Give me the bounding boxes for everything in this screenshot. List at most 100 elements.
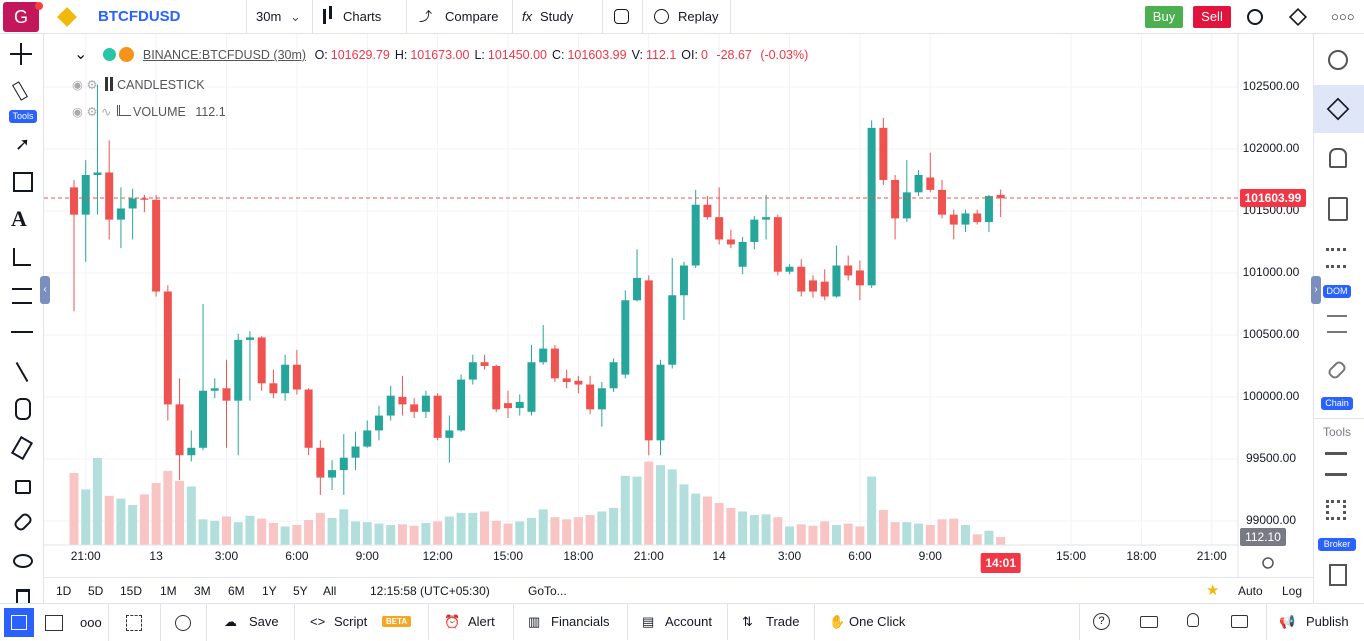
favorite-button[interactable]: ★ (1206, 582, 1220, 599)
trend-tool[interactable] (15, 361, 29, 383)
range-button[interactable]: 5Y (293, 584, 308, 598)
pencil-tool[interactable] (12, 81, 28, 101)
script-button[interactable]: Script (334, 614, 368, 629)
candle-body (691, 204, 700, 266)
collapse-legend[interactable]: ⌄ (74, 46, 88, 63)
layers-panel[interactable] (1314, 85, 1364, 133)
pattern-tool[interactable] (13, 248, 31, 266)
replay-button[interactable]: Replay (678, 9, 719, 24)
alerts-panel[interactable] (1329, 148, 1347, 168)
x-tick-label: 18:00 (1126, 549, 1156, 563)
financials-button[interactable]: Financials (551, 614, 610, 629)
auto-button[interactable]: Auto (1238, 584, 1263, 598)
trade-button[interactable]: Trade (766, 614, 800, 629)
range-button[interactable]: 1M (160, 584, 177, 598)
alert-button[interactable]: Alert (468, 614, 495, 629)
volume-bar (620, 475, 630, 545)
magnet-tool[interactable] (15, 398, 31, 420)
chain-badge[interactable]: Chain (1321, 397, 1353, 410)
buy-button[interactable]: Buy (1145, 6, 1183, 28)
crosshair-tool[interactable] (20, 43, 22, 65)
log-button[interactable]: Log (1282, 584, 1303, 598)
tool-panel[interactable] (1325, 452, 1347, 476)
fullscreen-button[interactable] (126, 615, 142, 631)
lock-tool[interactable] (15, 480, 31, 494)
fib-tool[interactable] (12, 288, 32, 304)
alert-icon: ⏰ (444, 614, 461, 629)
study-button[interactable]: Study (540, 9, 574, 24)
x-tick-label: 21:00 (634, 549, 664, 563)
layout-button[interactable] (4, 608, 34, 637)
candle-body (656, 364, 665, 441)
collapse-left[interactable]: ‹ (40, 276, 50, 304)
interval[interactable]: 30m (256, 9, 282, 24)
range-button[interactable]: All (323, 584, 337, 598)
volume-bar (656, 465, 665, 545)
volume-bar (421, 522, 431, 545)
x-tick-label: 3:00 (215, 549, 239, 563)
list-panel[interactable] (1327, 315, 1347, 333)
split-button[interactable] (45, 615, 63, 631)
candle-body (539, 348, 548, 363)
range-button[interactable]: 15D (120, 584, 143, 598)
broker-badge[interactable]: Broker (1318, 538, 1356, 551)
study-icons[interactable]: ◉ ⚙ ∿ (72, 105, 112, 119)
one-click-button[interactable]: One Click (849, 614, 906, 629)
link-tool[interactable] (12, 511, 34, 533)
report-panel[interactable] (1329, 564, 1347, 586)
settings-icon[interactable] (1262, 557, 1274, 569)
more-button[interactable]: ooo (80, 615, 102, 630)
range-button[interactable]: 1D (56, 584, 72, 598)
charts-button[interactable]: Charts (343, 9, 382, 24)
collapse-right[interactable]: › (1311, 276, 1321, 304)
more-button[interactable]: ○○○ (1331, 9, 1355, 24)
logo[interactable]: G (3, 2, 39, 32)
keyboard-button[interactable] (1140, 616, 1158, 628)
study-icons[interactable]: ◉ ⚙ (72, 78, 98, 92)
idea-button[interactable] (1187, 613, 1199, 627)
legend-symbol[interactable]: BINANCE:BTCFDUSD (30m) (142, 48, 307, 62)
goto-button[interactable]: GoTo... (528, 584, 567, 598)
cursor-tool[interactable]: ➚ (15, 134, 31, 154)
range-button[interactable]: 6M (228, 584, 245, 598)
visibility-tool[interactable] (13, 554, 33, 568)
video-button[interactable] (1231, 615, 1248, 628)
volume-bar (526, 517, 536, 545)
volume-bar (351, 521, 361, 545)
exchange-icon (57, 7, 77, 27)
line-tool[interactable] (11, 331, 33, 333)
volume-bar (972, 534, 982, 545)
symbol[interactable]: BTCFDUSD (98, 8, 181, 25)
volume-bar (867, 476, 877, 545)
compare-button[interactable]: Compare (445, 9, 499, 24)
save-button[interactable]: Save (249, 614, 279, 629)
settings-button[interactable] (1247, 9, 1263, 25)
candle-body (257, 337, 266, 384)
range-button[interactable]: 5D (88, 584, 104, 598)
candle-body (515, 401, 524, 409)
instagram-icon[interactable] (614, 9, 629, 24)
volume-label: 112.10 (1245, 530, 1281, 544)
range-button[interactable]: 1Y (262, 584, 277, 598)
dom-badge[interactable]: DOM (1323, 285, 1351, 298)
help-button[interactable]: ? (1093, 613, 1110, 630)
legend-field-label: C: (551, 48, 565, 62)
range-button[interactable]: 3M (194, 584, 211, 598)
layers-button[interactable] (1288, 7, 1308, 27)
eraser-tool[interactable] (10, 435, 34, 461)
sell-button[interactable]: Sell (1193, 6, 1231, 28)
publish-button[interactable]: Publish (1306, 614, 1349, 629)
text-tool[interactable]: A (11, 206, 27, 231)
candle-body (386, 395, 395, 416)
volume-bar (104, 495, 114, 545)
settings-panel[interactable] (1328, 50, 1348, 70)
legend-field-label: L: (474, 48, 485, 62)
watchlist-panel[interactable] (1328, 197, 1348, 221)
theme-button[interactable] (175, 615, 191, 631)
candle-icon (105, 77, 114, 91)
compare-icon: ⤴ (419, 9, 433, 24)
rectangle-tool[interactable] (13, 172, 33, 192)
volume-bar (409, 525, 419, 545)
account-button[interactable]: Account (665, 614, 712, 629)
